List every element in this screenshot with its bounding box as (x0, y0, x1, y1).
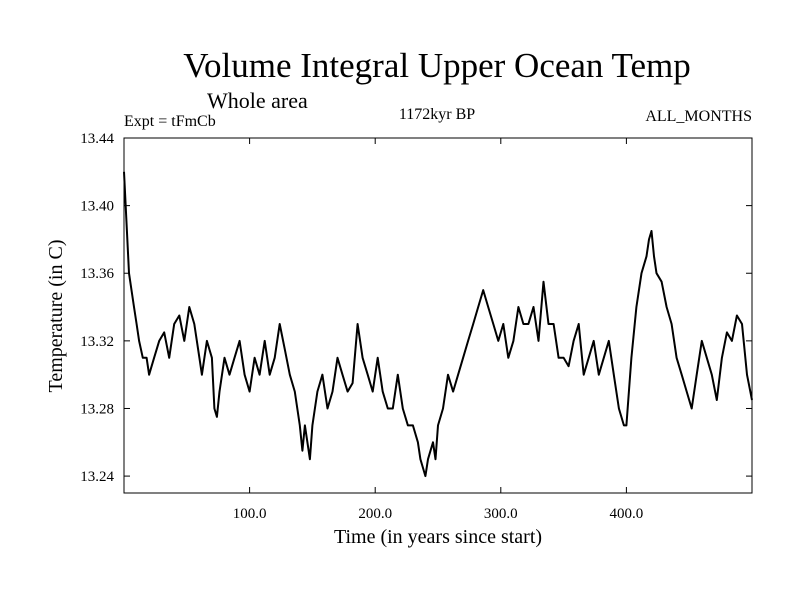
x-axis: 100.0 200.0 300.0 400.0 (233, 138, 644, 522)
experiment-label: Expt = tFmCb (124, 113, 216, 130)
x-axis-label: Time (in years since start) (334, 526, 542, 548)
y-tick-label: 13.44 (80, 131, 114, 147)
x-tick-label: 300.0 (484, 506, 518, 522)
y-tick-label: 13.40 (80, 199, 114, 215)
months-label: ALL_MONTHS (645, 108, 752, 125)
chart-subtitle: Whole area (207, 88, 308, 113)
chart-title: Volume Integral Upper Ocean Temp (183, 46, 690, 85)
y-axis: 13.24 13.28 13.32 13.36 13.40 13.44 (80, 131, 752, 485)
y-axis-label: Temperature (in C) (45, 240, 67, 393)
x-tick-label: 400.0 (610, 506, 644, 522)
y-tick-label: 13.24 (80, 469, 114, 485)
x-tick-label: 100.0 (233, 506, 267, 522)
y-tick-label: 13.36 (80, 266, 114, 282)
x-tick-label: 200.0 (358, 506, 392, 522)
plot-frame (123, 137, 753, 494)
y-tick-label: 13.28 (80, 401, 114, 417)
temperature-series-line (123, 171, 753, 478)
period-label: 1172kyr BP (399, 106, 475, 123)
y-tick-label: 13.32 (80, 334, 114, 350)
